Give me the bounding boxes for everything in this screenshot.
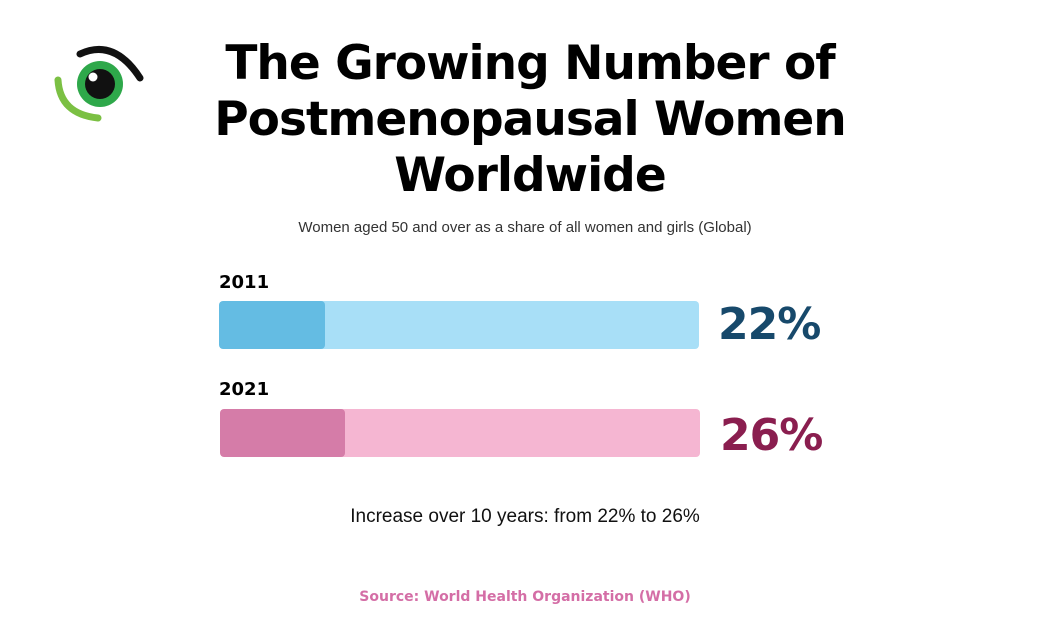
value-label-2011: 22% — [718, 299, 821, 350]
bar-2021 — [220, 409, 345, 457]
bar-label-2021: 2021 — [219, 379, 270, 400]
increase-note: Increase over 10 years: from 22% to 26% — [350, 506, 700, 527]
bar-label-2011: 2011 — [219, 272, 270, 293]
bar-track-2021 — [220, 409, 700, 457]
value-label-2021: 26% — [720, 410, 823, 461]
source-credit: Source: World Health Organization (WHO) — [359, 589, 691, 605]
page-title: The Growing Number of Postmenopausal Wom… — [214, 36, 847, 203]
bar-track-2011 — [219, 301, 699, 349]
bar-2011 — [219, 301, 325, 349]
chart-subtitle: Women aged 50 and over as a share of all… — [298, 219, 752, 236]
eye-icon — [54, 46, 144, 122]
